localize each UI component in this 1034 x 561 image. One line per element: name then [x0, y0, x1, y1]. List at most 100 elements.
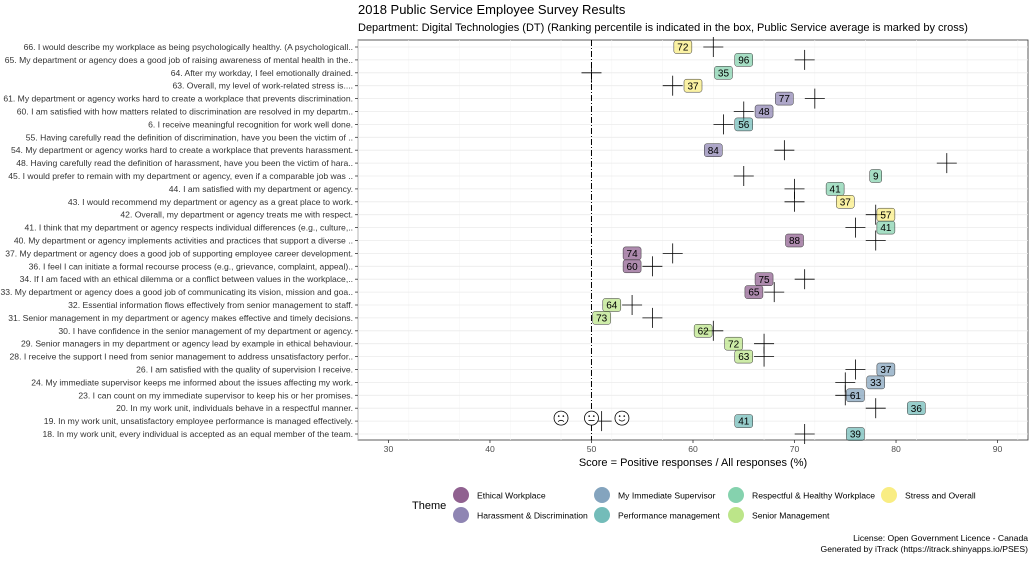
score-badge: 9 [869, 169, 882, 183]
x-tick-label: 60 [688, 444, 698, 454]
question-label: 33. My department or agency does a good … [0, 287, 353, 297]
badge-rank-label: 41 [738, 417, 750, 428]
badge-box [876, 220, 896, 235]
badge-box [622, 259, 642, 274]
badge-rank-label: 72 [728, 339, 740, 350]
badge-rank-label: 65 [748, 288, 760, 299]
score-badge: 37 [836, 195, 855, 209]
score-badge: 74 [622, 246, 642, 261]
ps-average-cross [804, 88, 825, 109]
legend-label: Stress and Overall [905, 491, 976, 501]
chart-title: 2018 Public Service Employee Survey Resu… [358, 2, 626, 17]
x-tick-label: 30 [384, 444, 394, 454]
legend-label: Harassment & Discrimination [477, 511, 588, 521]
ps-average-cross [764, 282, 785, 303]
ps-average-cross [713, 114, 734, 135]
ps-average-cross [794, 49, 815, 70]
badge-box [785, 233, 804, 248]
score-badge: 48 [754, 104, 774, 119]
question-label: 43. I would recommend my department or a… [68, 197, 353, 207]
ps-average-cross [845, 217, 866, 238]
legend-title: Theme [412, 500, 446, 512]
score-badge: 72 [724, 336, 743, 351]
ps-average-cross [581, 62, 602, 83]
x-tick-label: 50 [587, 444, 597, 454]
badge-box [754, 104, 774, 119]
question-label: 37. My department or agency does a good … [5, 248, 353, 258]
score-badge: 65 [744, 285, 764, 299]
question-label: 18. In my work unit, every individual is… [43, 429, 354, 439]
legend-swatch [594, 507, 610, 523]
ps-average-cross [794, 424, 815, 444]
badge-rank-label: 37 [880, 365, 892, 376]
question-label: 30. I have confidence in the senior mana… [58, 326, 353, 336]
score-badge: 56 [734, 117, 754, 132]
question-label: 48. Having carefully read the definition… [16, 158, 353, 168]
question-label: 66. I would describe my workplace as bei… [24, 42, 353, 52]
x-axis-label: Score = Positive responses / All respons… [579, 457, 807, 469]
legend-label: My Immediate Supervisor [618, 491, 716, 501]
neutral-face-icon [584, 410, 599, 426]
score-badge: 37 [683, 78, 703, 93]
badge-box [907, 401, 926, 415]
question-label: 42. Overall, my department or agency tre… [120, 210, 353, 220]
sad-face-icon [553, 410, 569, 426]
legend-swatch [594, 487, 610, 503]
badge-rank-label: 77 [779, 94, 791, 105]
face-mouth [557, 419, 565, 422]
smiley-faces [553, 410, 630, 426]
face-outline [614, 410, 630, 426]
ps-average-cross [703, 37, 724, 57]
badge-box [704, 143, 723, 157]
ps-average-cross [754, 346, 775, 367]
badge-rank-label: 62 [698, 326, 710, 337]
badge-rank-label: 72 [677, 43, 689, 54]
happy-face-icon [614, 410, 630, 426]
badge-box [683, 78, 703, 93]
score-badge: 75 [754, 272, 774, 286]
badge-box [602, 298, 622, 312]
plot-panel [357, 39, 1029, 441]
question-label: 44. I am satisfied with my department or… [169, 184, 353, 194]
department-score-badges: 7296353777485684941375741887460756564736… [592, 40, 926, 441]
question-label: 63. Overall, my level of work-related st… [172, 81, 353, 91]
score-badge: 36 [907, 401, 926, 415]
question-label: 28. I receive the support I need from se… [10, 352, 353, 362]
face-outline [584, 410, 599, 426]
badge-box [754, 272, 774, 286]
badge-rank-label: 48 [758, 107, 770, 118]
question-label: 54. My department or agency works hard t… [11, 145, 353, 155]
badge-rank-label: 61 [850, 391, 862, 402]
badge-rank-label: 75 [758, 275, 770, 286]
question-label: 40. My department or agency implements a… [14, 236, 353, 246]
score-badge: 63 [734, 349, 754, 364]
face-mouth [618, 419, 626, 422]
question-label: 34. If I am faced with an ethical dilemm… [20, 274, 353, 284]
ps-average-cross [662, 243, 683, 264]
legend-entry: Performance management [594, 507, 720, 523]
score-badge: 72 [673, 40, 693, 54]
face-eye [557, 415, 560, 417]
x-tick-label: 40 [485, 444, 495, 454]
legend-entry: Harassment & Discrimination [453, 507, 588, 523]
face-eye [618, 415, 621, 417]
legend-entry: Ethical Workplace [453, 487, 546, 503]
score-badge: 62 [693, 324, 713, 338]
score-badge: 41 [734, 414, 754, 428]
badge-box [876, 362, 896, 377]
badge-box [714, 66, 733, 80]
badge-rank-label: 88 [789, 236, 801, 247]
badge-box [592, 311, 611, 325]
x-axis-ticks: 30 40 50 60 70 80 90 [384, 440, 1003, 454]
chart-subtitle: Department: Digital Technologies (DT) (R… [358, 22, 968, 34]
badge-box [744, 285, 764, 299]
legend-entry: Stress and Overall [881, 487, 976, 503]
badge-rank-label: 63 [738, 352, 750, 363]
legend-entry: Respectful & Healthy Workplace [728, 487, 875, 503]
x-tick-label: 80 [891, 444, 901, 454]
badge-rank-label: 74 [627, 249, 639, 260]
badge-rank-label: 41 [830, 185, 842, 196]
ps-average-cross [733, 166, 754, 186]
question-label: 41. I think that my department or agency… [25, 223, 353, 233]
